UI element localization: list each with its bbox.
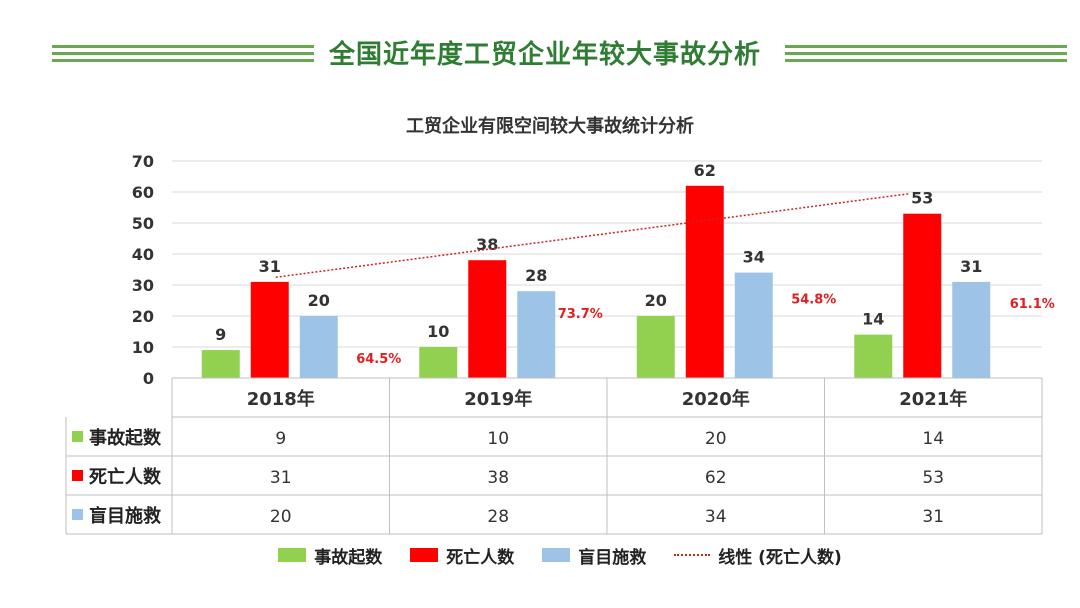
- data-label-blind-rescue: 34: [743, 248, 765, 267]
- data-label-deaths: 38: [476, 235, 498, 254]
- table-cell-accidents: 9: [275, 429, 286, 449]
- bar-deaths: [685, 185, 724, 378]
- bar-blind-rescue: [952, 281, 991, 378]
- table-swatch-accidents: [72, 431, 83, 442]
- bar-accidents: [636, 316, 675, 378]
- legend-swatch-trendline: [674, 554, 711, 556]
- chart-legend: 事故起数 死亡人数 盲目施救 线性 (死亡人数): [250, 543, 870, 568]
- legend-swatch-accidents: [278, 548, 307, 562]
- table-cell-blind-rescue: 28: [487, 507, 509, 527]
- data-label-accidents: 14: [862, 310, 884, 329]
- bar-deaths: [468, 260, 507, 378]
- data-label-accidents: 9: [215, 325, 226, 344]
- legend-label-deaths: 死亡人数: [446, 547, 515, 568]
- y-tick-label: 10: [132, 338, 154, 357]
- legend-swatch-blind-rescue: [542, 548, 571, 562]
- table-cell-accidents: 20: [705, 429, 727, 449]
- data-label-accidents: 20: [645, 291, 667, 310]
- bar-accidents: [419, 347, 458, 378]
- percent-label: 54.8%: [791, 293, 836, 308]
- table-cell-deaths: 31: [270, 468, 292, 488]
- table-cell-accidents: 10: [487, 429, 509, 449]
- y-tick-label: 20: [132, 307, 154, 326]
- data-label-blind-rescue: 20: [308, 291, 330, 310]
- bar-blind-rescue: [299, 316, 338, 378]
- y-tick-label: 0: [143, 369, 154, 388]
- data-label-deaths: 53: [911, 189, 933, 208]
- bar-deaths: [903, 213, 942, 378]
- bar-deaths: [250, 281, 289, 378]
- bar-accidents: [201, 350, 240, 378]
- table-cell-accidents: 14: [922, 429, 944, 449]
- category-label: 2020年: [682, 388, 750, 410]
- category-label: 2018年: [247, 388, 315, 410]
- y-tick-label: 50: [132, 214, 154, 233]
- table-swatch-deaths: [72, 470, 83, 481]
- category-label: 2019年: [464, 388, 532, 410]
- table-cell-deaths: 62: [705, 468, 727, 488]
- header-rule-right: [785, 45, 1067, 62]
- legend-item-accidents: 事故起数: [278, 543, 382, 568]
- table-row-label-blind-rescue: 盲目施救: [89, 505, 161, 527]
- data-label-blind-rescue: 28: [525, 266, 547, 285]
- legend-label-blind-rescue: 盲目施救: [578, 547, 647, 568]
- data-label-blind-rescue: 31: [960, 257, 982, 276]
- legend-swatch-deaths: [410, 548, 439, 562]
- legend-label-accidents: 事故起数: [314, 547, 383, 568]
- legend-item-deaths: 死亡人数: [410, 543, 514, 568]
- category-label: 2021年: [899, 388, 967, 410]
- table-swatch-blind-rescue: [72, 509, 83, 520]
- data-label-deaths: 31: [259, 257, 281, 276]
- data-label-accidents: 10: [427, 322, 449, 341]
- table-cell-blind-rescue: 34: [705, 507, 727, 527]
- percent-label: 73.7%: [558, 307, 603, 322]
- legend-label-trendline: 线性 (死亡人数): [718, 547, 842, 568]
- bar-accidents: [854, 334, 893, 378]
- percent-label: 61.1%: [1010, 297, 1055, 312]
- table-cell-blind-rescue: 31: [922, 507, 944, 527]
- y-tick-label: 30: [132, 276, 154, 295]
- bar-blind-rescue: [734, 272, 773, 378]
- y-tick-label: 60: [132, 183, 154, 202]
- data-label-deaths: 62: [694, 161, 716, 180]
- table-row-label-deaths: 死亡人数: [89, 466, 162, 488]
- table-row-label-accidents: 事故起数: [89, 427, 162, 449]
- table-cell-deaths: 53: [922, 468, 944, 488]
- chart-title: 工贸企业有限空间较大事故统计分析: [406, 116, 694, 137]
- legend-item-trendline: 线性 (死亡人数): [674, 543, 842, 568]
- y-tick-label: 70: [132, 152, 154, 171]
- y-tick-label: 40: [132, 245, 154, 264]
- bar-blind-rescue: [517, 291, 556, 378]
- trendline-deaths: [275, 192, 911, 278]
- table-cell-blind-rescue: 20: [270, 507, 292, 527]
- table-cell-deaths: 38: [487, 468, 509, 488]
- percent-label: 64.5%: [356, 352, 401, 367]
- legend-item-blind-rescue: 盲目施救: [542, 543, 646, 568]
- page-title: 全国近年度工贸企业年较大事故分析: [328, 40, 761, 70]
- header-rule-left: [52, 45, 314, 62]
